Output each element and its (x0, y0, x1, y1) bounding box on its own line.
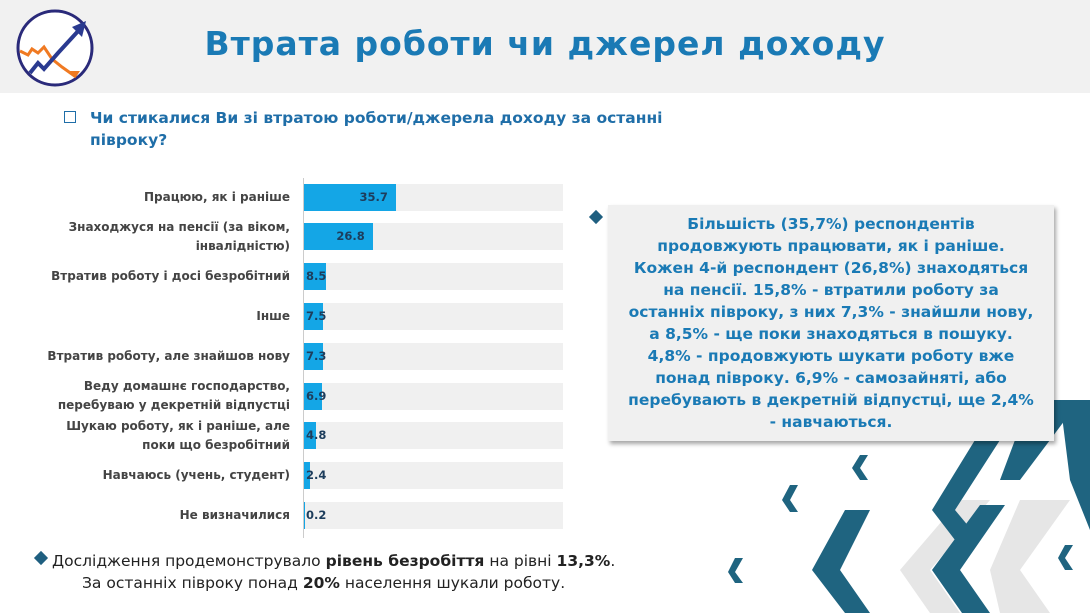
text: Дослідження продемонструвало (52, 552, 326, 570)
unemployment-rate: 13,3% (556, 552, 611, 570)
category-label: Знаходжуся на пенсії (за віком, інвалідн… (68, 219, 290, 253)
bar (304, 422, 317, 450)
value-label: 2.4 (306, 468, 327, 483)
bar (304, 342, 323, 370)
bar-track (304, 302, 563, 330)
category-label: Працюю, як і раніше (144, 189, 290, 204)
bar (304, 501, 305, 529)
highlight: 20% (302, 574, 340, 592)
category-label: Шукаю роботу, як і раніше, але поки що б… (66, 418, 290, 452)
bar-chart: Працюю, як і раніше 35.7 Знаходжуся на пен… (0, 170, 600, 540)
category-label: Веду домашнє господарство, перебуваю у д… (57, 379, 290, 412)
value-label: 0.2 (306, 507, 327, 522)
question-heading: Чи стикалися Ви зі втратою роботи/джерел… (64, 107, 684, 151)
value-label: 7.3 (306, 348, 327, 363)
question-text: Чи стикалися Ви зі втратою роботи/джерел… (90, 109, 663, 149)
bar-track (304, 263, 563, 291)
category-label: Інше (256, 308, 290, 323)
text: населення шукали роботу. (339, 574, 566, 592)
bar (304, 263, 326, 291)
bar (304, 382, 322, 410)
diamond-bullet-icon (33, 550, 49, 566)
bar-track (304, 422, 563, 450)
bar-track (304, 501, 563, 529)
bar-track (304, 382, 563, 410)
value-label: 26.8 (336, 229, 365, 244)
value-label: 8.5 (306, 269, 327, 284)
value-label: 4.8 (306, 428, 327, 443)
bar (304, 183, 397, 211)
category-label: Втратив роботу і досі безробітний (51, 269, 290, 284)
logo-icon (16, 9, 94, 87)
conclusion-line-1: Дослідження продемонструвало рівень безр… (52, 550, 672, 572)
text: на рівні (484, 552, 557, 570)
header-band: Втрата роботи чи джерел доходу (0, 0, 1090, 93)
bar-track (304, 342, 563, 370)
value-label: 35.7 (359, 189, 388, 204)
summary-callout: Більшість (35,7%) респондентів продовжую… (608, 205, 1054, 441)
chart-axis (303, 178, 304, 538)
page-title: Втрата роботи чи джерел доходу (204, 24, 886, 63)
category-label: Не визначилися (179, 507, 290, 522)
category-label: Навчаюсь (учень, студент) (102, 468, 290, 483)
value-label: 6.9 (306, 388, 327, 403)
text: За останніх півроку понад (82, 574, 303, 592)
bar (304, 223, 374, 251)
bar-track (304, 462, 563, 490)
conclusion-line-2: За останніх півроку понад 20% населення … (52, 572, 672, 594)
highlight: рівень безробіття (325, 552, 485, 570)
text: . (610, 552, 616, 570)
checkbox-bullet-icon (64, 111, 76, 123)
bar (304, 302, 324, 330)
conclusion-text: Дослідження продемонструвало рівень безр… (52, 550, 672, 594)
value-label: 7.5 (306, 308, 327, 323)
category-label: Втратив роботу, але знайшов нову (47, 348, 290, 363)
bar (304, 462, 311, 490)
